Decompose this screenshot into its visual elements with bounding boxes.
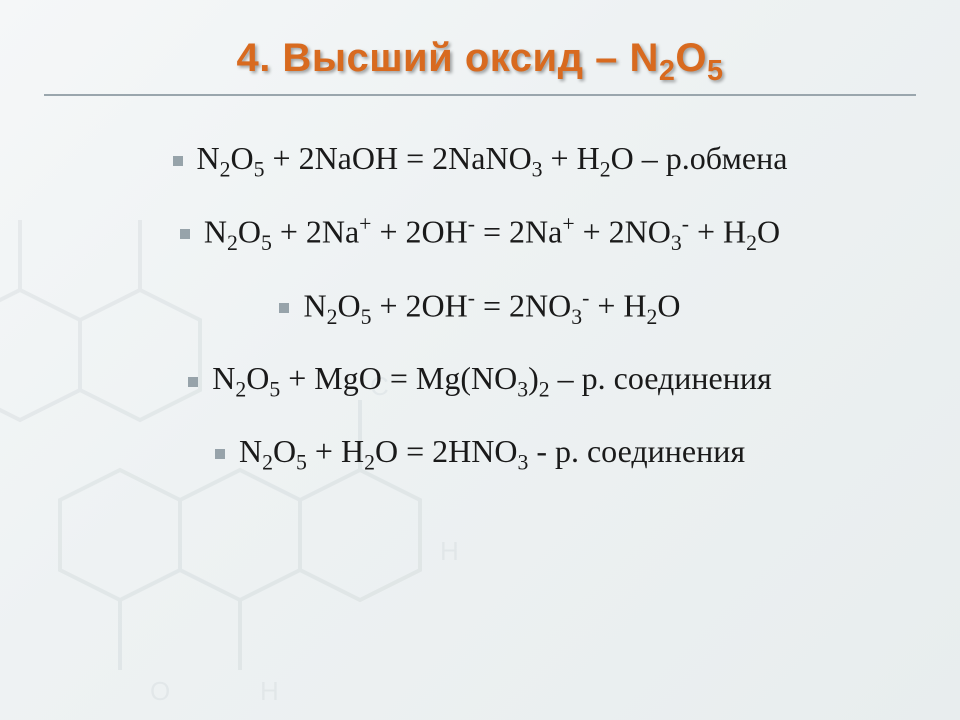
equation-row: N2O5 + 2Na+ + 2OH- = 2Na+ + 2NO3- + H2O: [180, 212, 780, 256]
equation-text: N2O5 + 2OH- = 2NO3- + H2O: [303, 286, 680, 330]
bullet-icon: [215, 449, 225, 459]
slide-title: 4. Высший оксид – N2O5: [236, 36, 723, 88]
equation-text: N2O5 + 2Na+ + 2OH- = 2Na+ + 2NO3- + H2O: [204, 212, 780, 256]
equation-row: N2O5 + MgO = Mg(NO3)2 – р. соединения: [188, 360, 771, 402]
bullet-icon: [180, 229, 190, 239]
equation-text: N2O5 + 2NaOH = 2NaNO3 + H2O – р.обмена: [197, 140, 788, 182]
equation-list: N2O5 + 2NaOH = 2NaNO3 + H2O – р.обмена N2…: [44, 140, 916, 475]
equation-row: N2O5 + H2O = 2HNO3 - р. соединения: [215, 433, 745, 475]
title-row: 4. Высший оксид – N2O5: [44, 36, 916, 88]
bullet-icon: [188, 377, 198, 387]
bullet-icon: [173, 156, 183, 166]
slide: 4. Высший оксид – N2O5 N2O5 + 2NaOH = 2N…: [0, 0, 960, 720]
bullet-icon: [279, 303, 289, 313]
equation-row: N2O5 + 2OH- = 2NO3- + H2O: [279, 286, 680, 330]
equation-text: N2O5 + H2O = 2HNO3 - р. соединения: [239, 433, 745, 475]
equation-text: N2O5 + MgO = Mg(NO3)2 – р. соединения: [212, 360, 771, 402]
title-underline: [44, 94, 916, 96]
equation-row: N2O5 + 2NaOH = 2NaNO3 + H2O – р.обмена: [173, 140, 788, 182]
